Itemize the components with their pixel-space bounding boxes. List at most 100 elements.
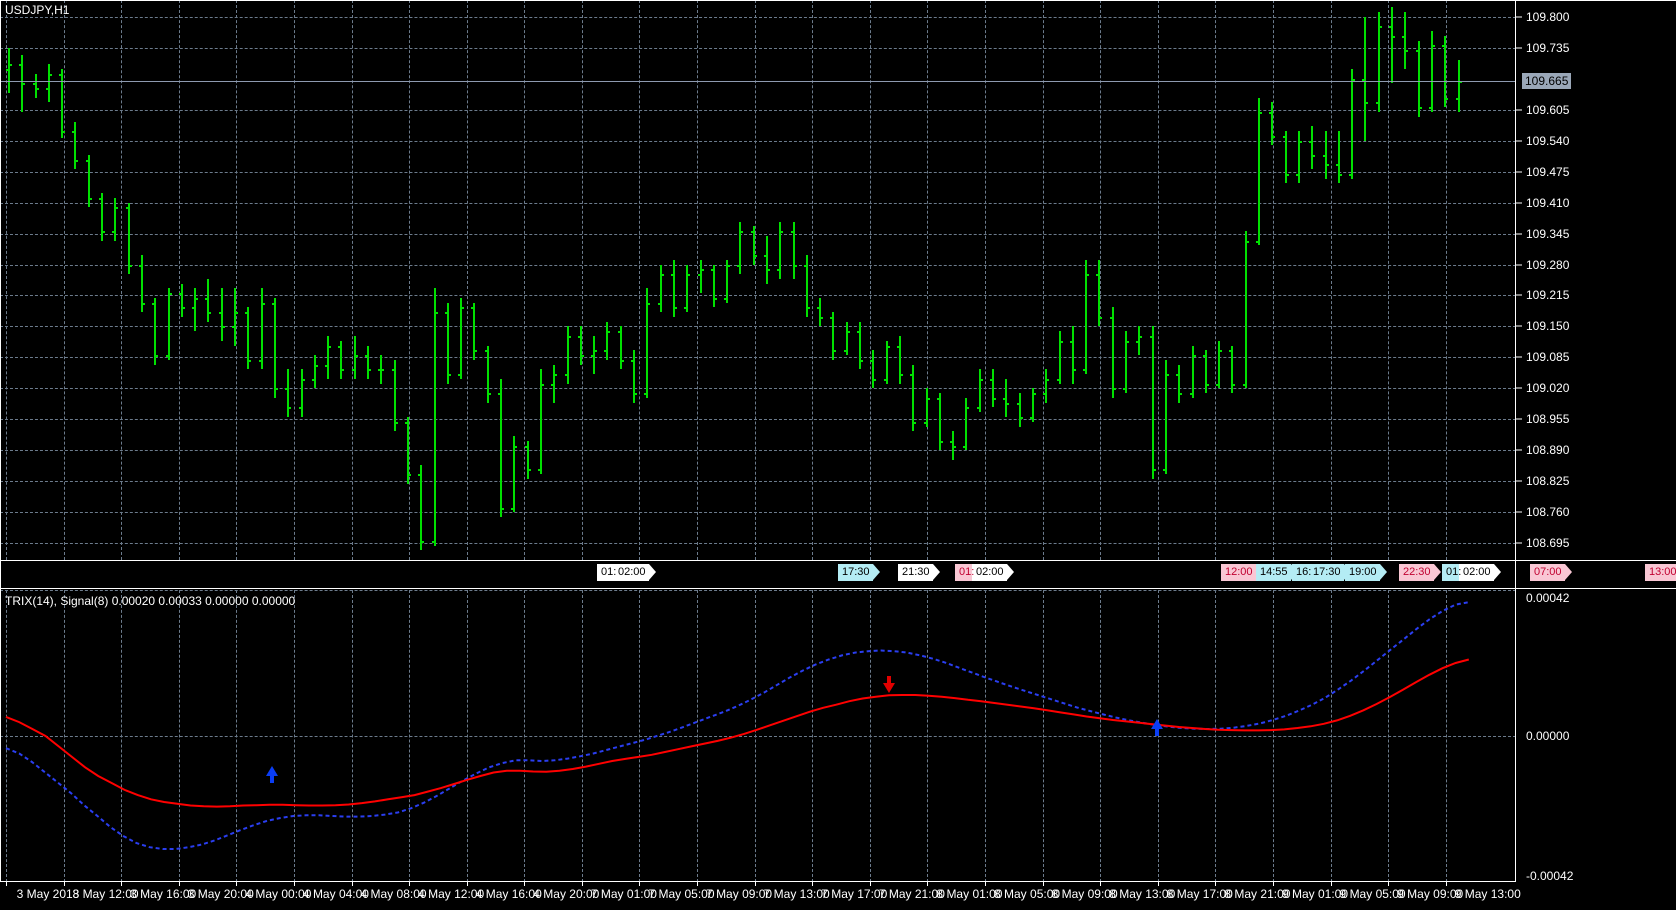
news-event-marker[interactable]: 01: <box>955 564 985 581</box>
indicator-time-gridline <box>121 590 123 882</box>
price-tick <box>1516 480 1522 482</box>
price-axis-label: 109.540 <box>1526 133 1570 148</box>
time-gridline <box>351 0 353 560</box>
bar-close-tick <box>660 274 664 277</box>
bar-open-tick <box>138 264 142 267</box>
bar-high-low <box>792 221 795 279</box>
bar-close-tick <box>1139 335 1143 338</box>
indicator-plot-area[interactable] <box>0 590 1516 882</box>
bar-open-tick <box>1016 402 1020 405</box>
bar-high-low <box>1191 345 1194 398</box>
bar-high-low <box>61 69 64 139</box>
bar-open-tick <box>471 307 475 310</box>
news-marker-band[interactable]: 01: 02:00 17:30 21:30 01: 02:00 12:00 14:55 16: 1… <box>0 560 1676 590</box>
news-event-marker[interactable]: 14:55 <box>1256 564 1297 581</box>
ohlc-bar <box>458 297 465 379</box>
bar-high-low <box>1457 59 1460 112</box>
news-event-marker[interactable]: 21:30 <box>898 564 939 581</box>
news-event-marker[interactable]: 22:30 <box>1399 564 1440 581</box>
ohlc-bar <box>1096 259 1103 327</box>
bar-open-tick <box>1295 173 1299 176</box>
bar-close-tick <box>1219 350 1223 353</box>
time-tick <box>581 882 583 886</box>
bar-open-tick <box>923 421 927 424</box>
news-event-marker[interactable]: 01: <box>597 564 627 581</box>
bar-open-tick <box>737 264 741 267</box>
bar-close-tick <box>1325 164 1329 167</box>
time-gridline <box>1388 0 1390 560</box>
ohlc-bar <box>1043 369 1050 403</box>
ohlc-bar <box>923 388 930 427</box>
news-event-marker[interactable]: 16: <box>1292 564 1322 581</box>
bar-open-tick <box>777 269 781 272</box>
bar-high-low <box>1337 131 1340 184</box>
bar-open-tick <box>458 374 462 377</box>
bar-high-low <box>1404 11 1407 70</box>
news-event-marker[interactable]: 19:00 <box>1345 564 1386 581</box>
bar-close-tick <box>1338 173 1342 176</box>
bar-open-tick <box>617 331 621 334</box>
bar-open-tick <box>258 359 262 362</box>
indicator-axis[interactable]: 0.00042 0.00000 -0.00042 <box>1516 590 1676 883</box>
bar-open-tick <box>1069 340 1073 343</box>
time-tick <box>178 882 180 886</box>
price-pane[interactable]: 109.800 109.735 109.665 109.605 109.540 109.4… <box>0 0 1676 560</box>
time-gridline <box>1042 0 1044 560</box>
time-gridline <box>869 0 871 560</box>
bar-high-low <box>898 336 901 384</box>
bar-high-low <box>220 288 223 341</box>
price-axis[interactable]: 109.800 109.735 109.665 109.605 109.540 109.4… <box>1516 0 1676 560</box>
bar-close-tick <box>115 207 119 210</box>
news-event-marker[interactable]: 17:30 <box>838 564 879 581</box>
bar-close-tick <box>926 397 930 400</box>
bar-high-low <box>393 359 396 432</box>
news-event-marker[interactable]: 02:00 <box>972 564 1013 581</box>
ohlc-bar <box>1402 11 1409 70</box>
price-tick <box>1516 356 1522 358</box>
ohlc-bar <box>1056 331 1063 384</box>
bar-high-low <box>127 202 130 275</box>
time-axis[interactable]: 3 May 2018 3 May 12:00 3 May 16:00 3 May 20… <box>0 882 1676 910</box>
news-event-marker[interactable]: 17:30 <box>1309 564 1350 581</box>
news-event-marker[interactable]: 01: <box>1442 564 1472 581</box>
ohlc-bar <box>152 297 159 365</box>
ohlc-bar <box>1189 345 1196 398</box>
ohlc-bar <box>976 369 983 413</box>
news-event-marker[interactable]: 12:00 <box>1221 564 1262 581</box>
bar-high-low <box>566 326 569 384</box>
news-event-marker[interactable]: 02:00 <box>614 564 655 581</box>
bar-close-tick <box>1179 393 1183 396</box>
price-axis-label: 109.345 <box>1526 226 1570 241</box>
bar-high-low <box>313 355 316 389</box>
bar-close-tick <box>341 369 345 372</box>
bar-close-tick <box>314 364 318 367</box>
price-plot-area[interactable] <box>0 0 1516 560</box>
indicator-time-gridline <box>1330 590 1332 882</box>
price-axis-label: 108.955 <box>1526 412 1570 427</box>
bar-high-low <box>207 278 210 322</box>
ohlc-bar <box>724 259 731 303</box>
time-gridline <box>293 0 295 560</box>
bar-close-tick <box>1285 173 1289 176</box>
bar-high-low <box>1244 231 1247 389</box>
news-event-marker[interactable]: 07:00 <box>1530 564 1571 581</box>
bar-open-tick <box>1043 393 1047 396</box>
time-tick <box>1330 882 1332 886</box>
bar-close-tick <box>1431 45 1435 48</box>
news-event-marker[interactable]: 02:00 <box>1459 564 1500 581</box>
bar-close-tick <box>1418 107 1422 110</box>
ohlc-bar <box>1375 11 1382 112</box>
indicator-pane[interactable]: 0.00042 0.00000 -0.00042 TRIX(14), Signal(… <box>0 590 1676 883</box>
bar-close-tick <box>1165 374 1169 377</box>
ohlc-bar <box>857 321 864 370</box>
bar-high-low <box>154 297 157 365</box>
ohlc-bar <box>830 312 837 360</box>
bar-open-tick <box>1322 154 1326 157</box>
bar-close-tick <box>607 331 611 334</box>
ohlc-bar <box>205 278 212 322</box>
bar-open-tick <box>1428 107 1432 110</box>
bar-high-low <box>140 254 143 313</box>
news-event-marker[interactable]: 13:00 <box>1645 564 1676 581</box>
bar-open-tick <box>697 274 701 277</box>
ohlc-bar <box>617 326 624 370</box>
